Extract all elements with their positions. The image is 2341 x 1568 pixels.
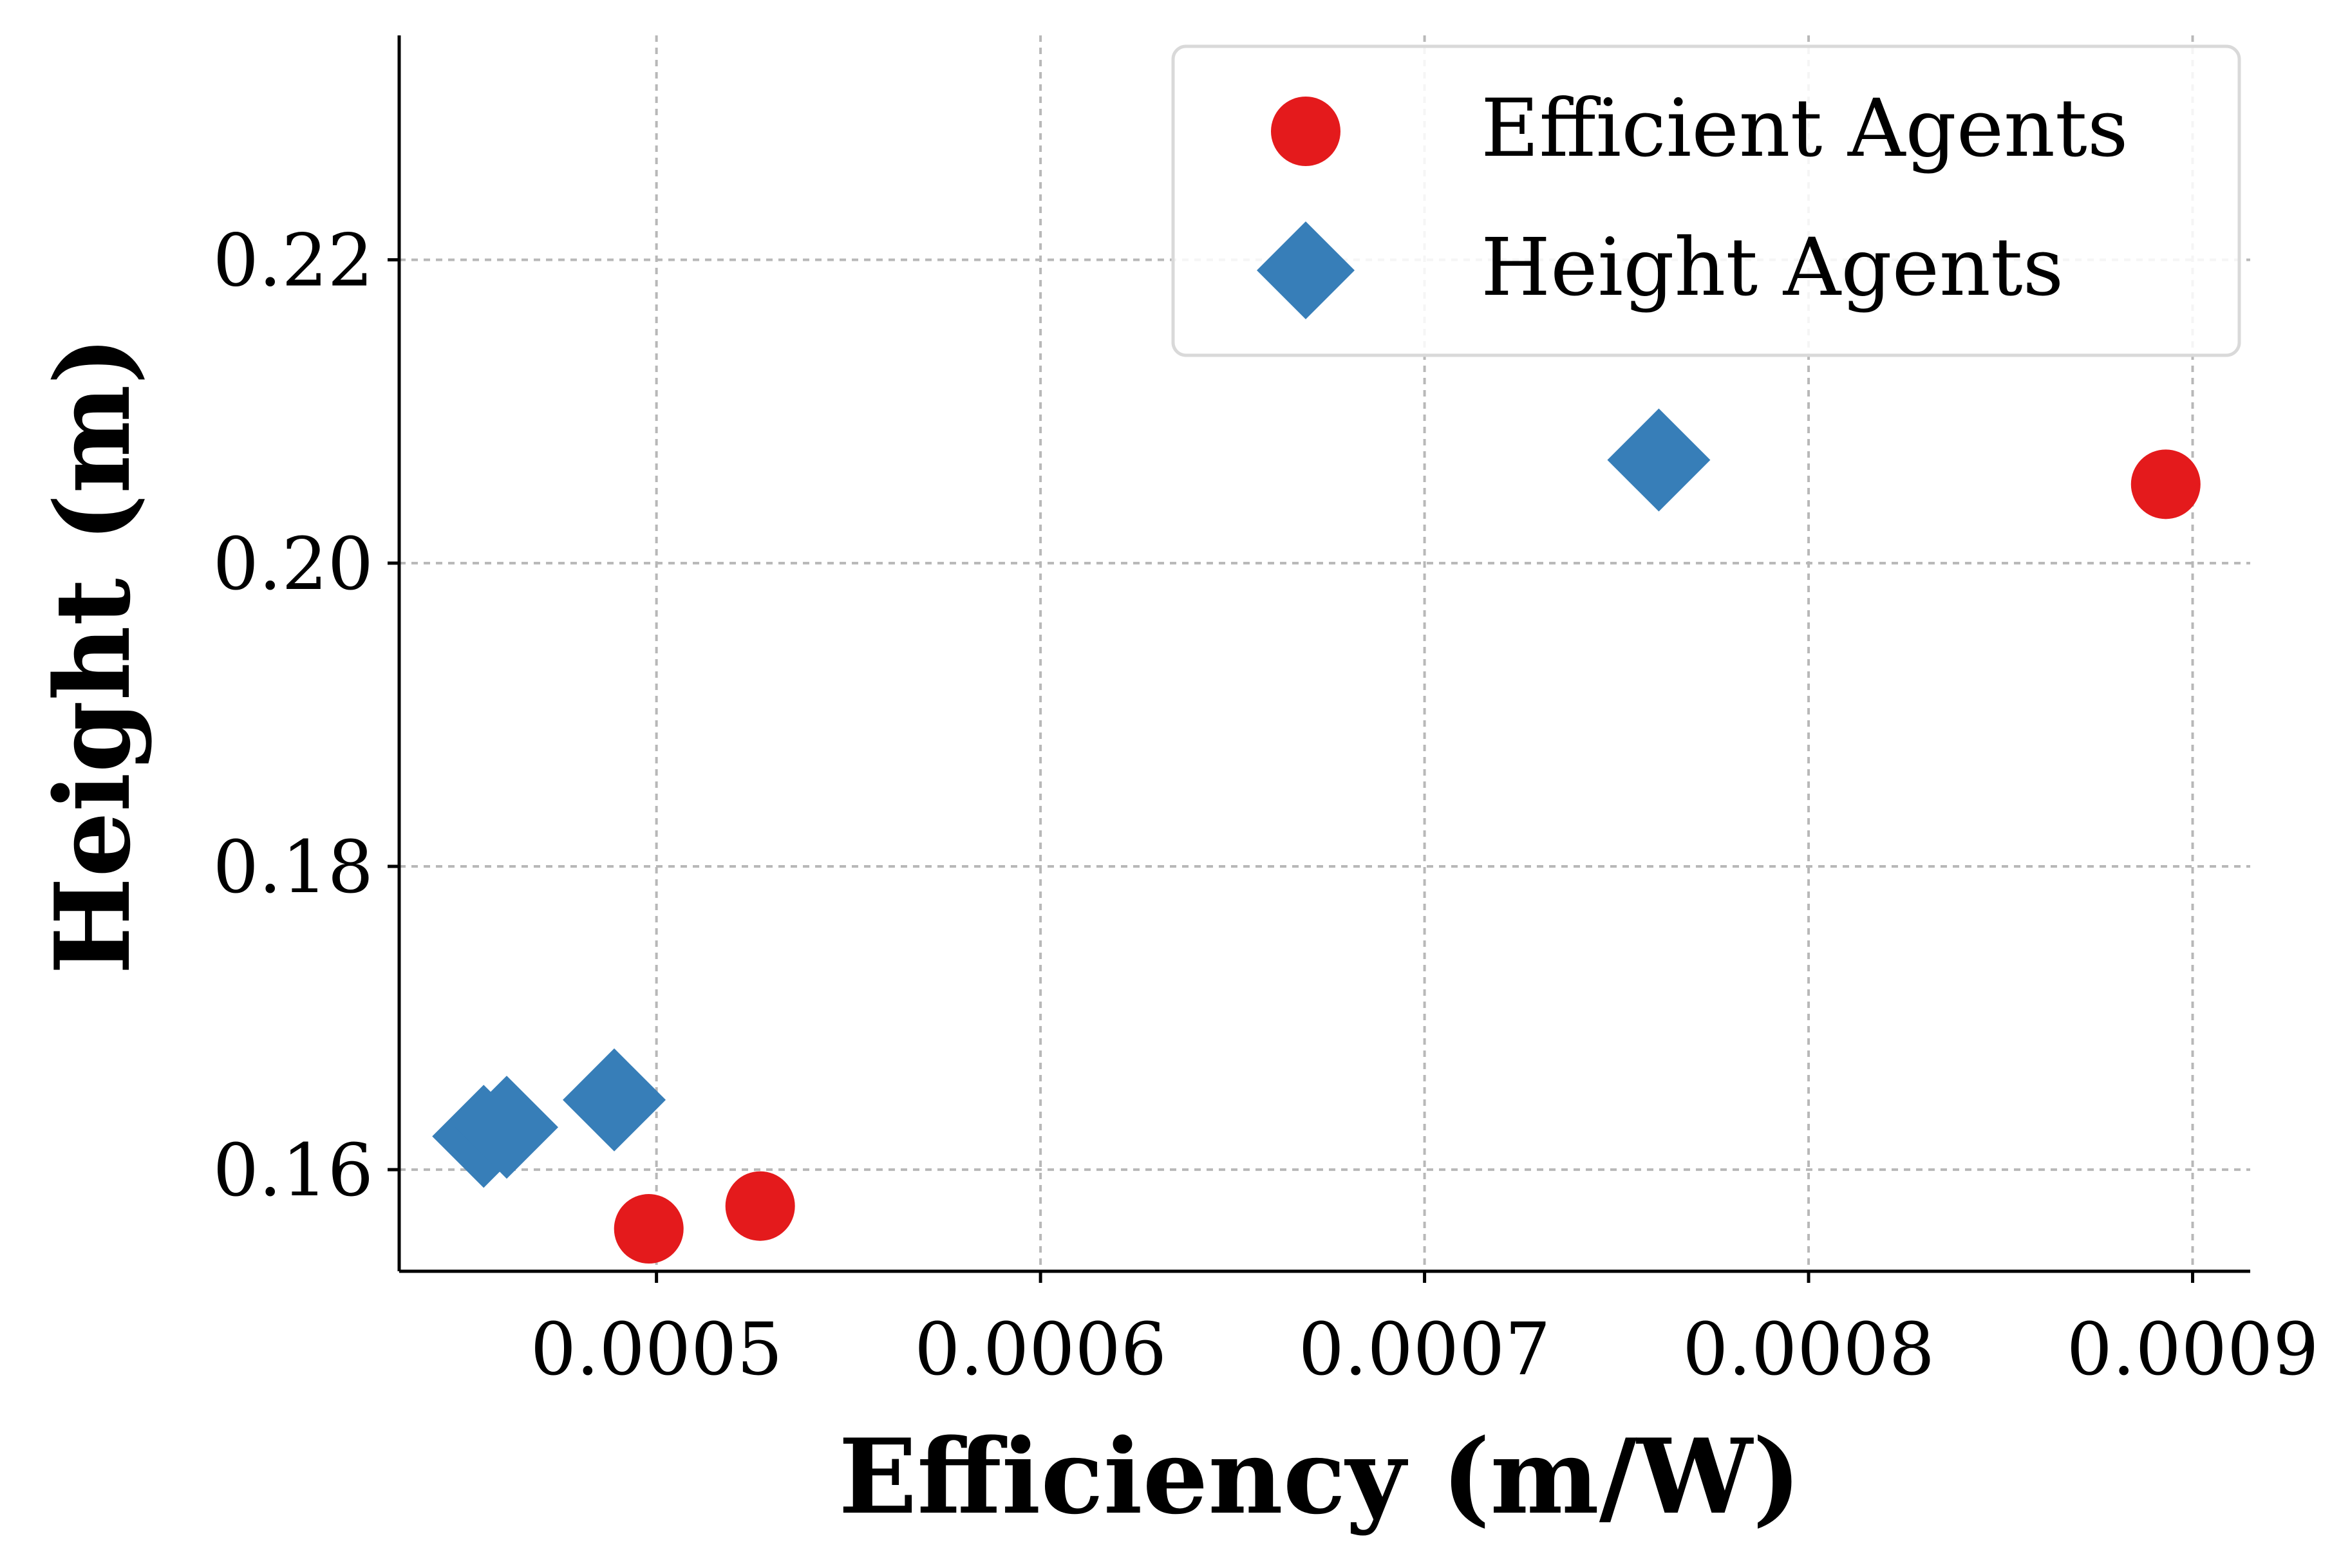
x-tick-label: 0.0006 [914,1308,1167,1392]
x-axis-title: Efficiency (m/W) [838,1416,1801,1537]
x-tick-label: 0.0008 [1682,1308,1935,1392]
x-tick-label: 0.0005 [531,1308,783,1392]
point-height-agents [455,1076,559,1179]
axes [397,35,2250,1273]
point-efficient-agents [614,1194,684,1264]
point-height-agents [563,1048,666,1152]
data-points [432,408,2201,1264]
legend-label-height-agents: Height Agents [1481,221,2064,314]
point-efficient-agents [725,1171,795,1241]
y-tick-label: 0.20 [213,523,373,606]
x-tick-label: 0.0007 [1299,1308,1551,1392]
point-height-agents [1607,408,1711,512]
y-axis-title: Height (m) [32,336,153,975]
y-axis-ticks: 0.16 0.18 0.20 0.22 [213,219,399,1213]
legend-label-efficient-agents: Efficient Agents [1481,82,2129,175]
legend-marker-efficient-agents [1271,97,1340,166]
x-tick-label: 0.0009 [2067,1308,2319,1392]
y-tick-label: 0.22 [213,219,373,303]
y-tick-label: 0.18 [213,826,373,910]
x-axis-ticks: 0.0005 0.0006 0.0007 0.0008 0.0009 [531,1271,2319,1392]
legend: Efficient Agents Height Agents [1171,44,2241,357]
point-efficient-agents [2130,449,2201,519]
legend-marker-height-agents [1257,221,1355,319]
legend-box [1171,44,2241,357]
y-tick-label: 0.16 [213,1129,373,1213]
